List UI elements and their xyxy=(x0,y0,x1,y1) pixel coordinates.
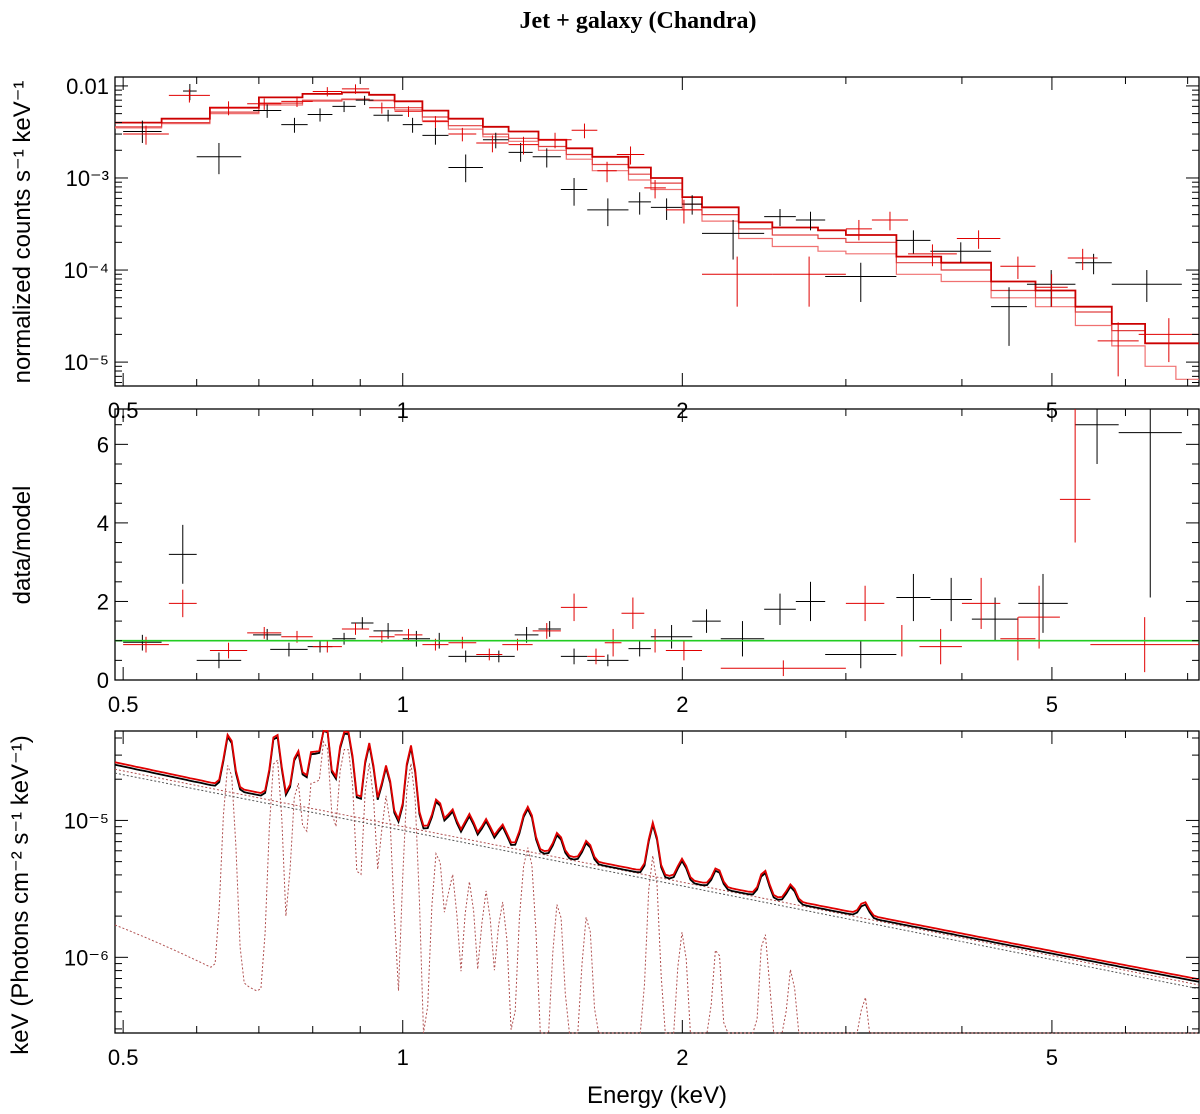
panel-model: 0.5 1 2 5 10⁻⁵ 10⁻⁶ xyxy=(64,729,1200,1070)
panel-spectrum-frame xyxy=(114,76,1200,387)
model-ylabel: keV (Photons cm⁻² s⁻¹ keV⁻¹) xyxy=(7,735,34,1054)
powerlaw-red-dotted-line xyxy=(114,768,1200,986)
panel-ratio: 0.5 1 2 5 0 2 4 6 xyxy=(97,409,1199,717)
spectrum-y-tick-label: 10⁻⁵ xyxy=(64,350,109,375)
spectrum-y-tick-label: 0.01 xyxy=(66,74,109,99)
x-axis-title: Energy (keV) xyxy=(587,1082,727,1109)
ratio-y-tick-label: 2 xyxy=(97,589,109,614)
panel-ratio-frame xyxy=(114,408,1200,681)
chart-title: Jet + galaxy (Chandra) xyxy=(520,8,757,34)
ratio-y-tick-label: 4 xyxy=(97,511,109,536)
thermal-component-line xyxy=(114,740,1199,1034)
spectrum-y-tick-label: 10⁻³ xyxy=(66,166,109,191)
model-x-tick-label: 0.5 xyxy=(108,1045,139,1070)
total-model-black-line xyxy=(114,729,1200,983)
ratio-x-tick-label: 1 xyxy=(397,692,409,717)
spectrum-models xyxy=(115,91,1199,380)
model-x-tick-label: 1 xyxy=(397,1045,409,1070)
ratio-x-tick-label: 2 xyxy=(676,692,688,717)
spectrum-ylabel: normalized counts s⁻¹ keV⁻¹ xyxy=(9,81,36,384)
spectrum-y-tick-label: 10⁻⁴ xyxy=(63,258,109,283)
model-y-tick-label: 10⁻⁵ xyxy=(64,808,109,833)
ratio-y-tick-label: 6 xyxy=(97,432,109,457)
ratio-y-tick-label: 0 xyxy=(97,668,109,693)
model-x-tick-label: 5 xyxy=(1046,1045,1058,1070)
model-y-tick-label: 10⁻⁶ xyxy=(64,945,109,970)
model-x-tick-label: 2 xyxy=(676,1045,688,1070)
powerlaw-black-dotted-line xyxy=(114,772,1200,990)
ratio-ylabel: data/model xyxy=(9,486,36,605)
ratio-x-tick-label: 0.5 xyxy=(108,692,139,717)
total-model-red-line xyxy=(114,730,1200,981)
panel-model-frame xyxy=(114,730,1200,1034)
model-red-secondary-line xyxy=(115,99,1199,380)
model-red-line xyxy=(115,91,1199,345)
ratio-x-tick-label: 5 xyxy=(1046,692,1058,717)
